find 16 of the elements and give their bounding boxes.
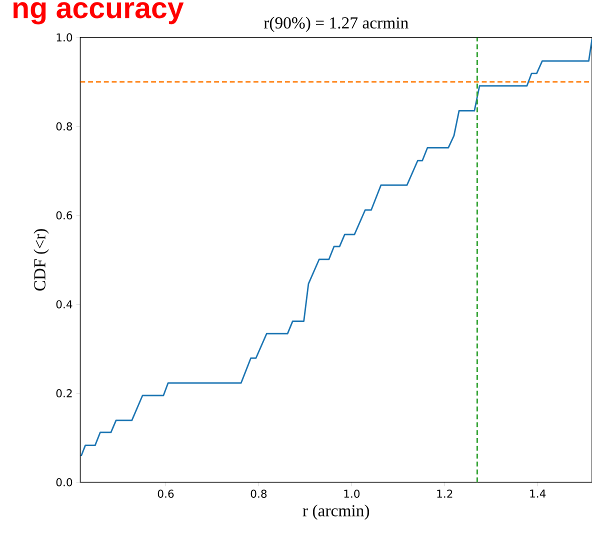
y-tick-label: 0.6 [56, 211, 72, 220]
y-tick-label: 1.0 [56, 33, 72, 42]
y-tick-label: 0.2 [56, 389, 72, 398]
x-tick-label: 1.0 [344, 490, 360, 498]
x-tick-label: 1.4 [530, 490, 546, 498]
y-axis-title: CDF (<r) [34, 228, 49, 290]
text: ng accuracy [13, 2, 184, 24]
x-tick-label: 0.6 [158, 490, 174, 498]
y-tick-label: 0.0 [56, 478, 72, 486]
y-tick-label: 0.8 [56, 122, 72, 130]
x-axis-title: r (arcmin) [302, 504, 370, 520]
x-tick-label: 0.8 [250, 490, 267, 498]
y-tick-label: 0.4 [56, 300, 72, 308]
x-tick-label: 1.2 [437, 490, 452, 498]
line-series [80, 38, 592, 457]
chart-title: r(90%) = 1.27 acrmin [264, 16, 408, 32]
